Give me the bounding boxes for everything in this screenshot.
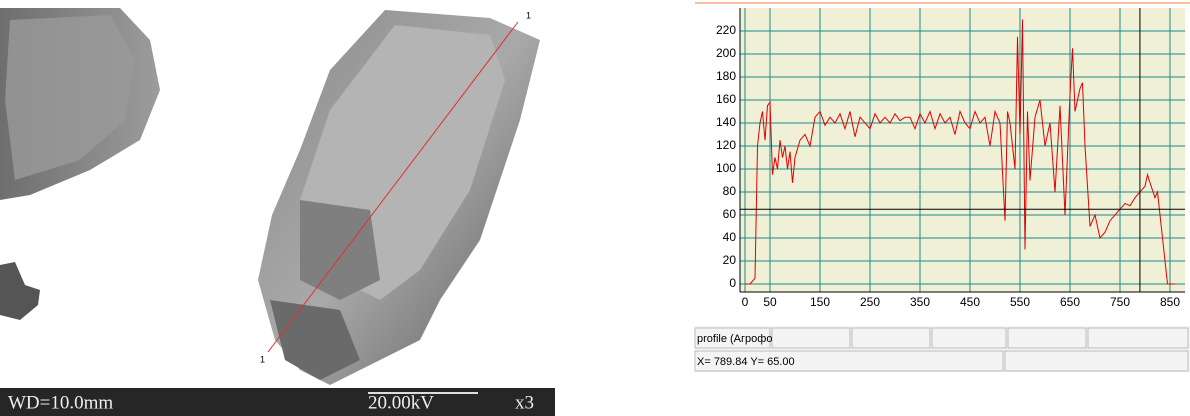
profile-line — [745, 19, 1175, 285]
status-bar — [695, 326, 1190, 372]
status-cell — [771, 327, 851, 349]
status-cell — [694, 350, 1004, 372]
profile-line — [267, 21, 519, 353]
y-tick-label: 40 — [723, 230, 737, 244]
plot: 0 20 40 60 80 100 120 140 160 180 200 220 0 50 150 250 3… — [716, 8, 1185, 309]
x-tick-label: 0 — [742, 295, 749, 309]
wd-text: WD=10.0mm — [8, 392, 113, 413]
mag-text: x3 — [515, 392, 534, 413]
x-tick-label: 350 — [910, 295, 930, 309]
y-tick-label: 20 — [723, 253, 737, 267]
status-profile: profile (Агрофо — [697, 333, 772, 345]
x-tick-label: 250 — [860, 295, 880, 309]
status-cell — [931, 327, 1007, 349]
y-tick-label: 60 — [723, 207, 737, 221]
kv-text: 20.00kV — [368, 392, 434, 413]
particle-rough — [300, 200, 380, 300]
status-cell — [694, 327, 771, 349]
y-tick-label: 160 — [716, 92, 736, 106]
status-cell — [1087, 327, 1189, 349]
status-cell — [1007, 327, 1087, 349]
status-coords: X= 789.84 Y= 65.00 — [697, 356, 795, 368]
y-tick-label: 220 — [716, 23, 736, 37]
sem-image: 1 1 WD=10.0mm 20.00kV x3 — [0, 0, 555, 416]
y-tick-label: 200 — [716, 46, 736, 60]
y-tick-label: 80 — [723, 184, 737, 198]
y-tick-label: 180 — [716, 69, 736, 83]
particle — [0, 262, 40, 320]
y-tick-label: 120 — [716, 138, 736, 152]
plot-area — [740, 8, 1185, 292]
y-tick-label: 140 — [716, 115, 736, 129]
x-tick-label: 850 — [1160, 295, 1180, 309]
x-tick-label: 50 — [763, 295, 777, 309]
line-label: 1 — [526, 10, 531, 20]
x-tick-label: 450 — [960, 295, 980, 309]
particle-face — [5, 15, 135, 180]
y-tick-label: 0 — [729, 276, 736, 290]
x-tick-label: 550 — [1010, 295, 1030, 309]
scale-bar — [368, 392, 478, 394]
x-tick-label: 650 — [1060, 295, 1080, 309]
status-cell — [1004, 350, 1189, 372]
profile-window: profile (Агрофо X= 789.84 Y= 65.00 — [694, 0, 1190, 372]
y-tick-label: 100 — [716, 161, 736, 175]
x-tick-label: 750 — [1110, 295, 1130, 309]
status-cell — [851, 327, 931, 349]
x-tick-label: 150 — [810, 295, 830, 309]
line-label: 1 — [260, 354, 265, 364]
